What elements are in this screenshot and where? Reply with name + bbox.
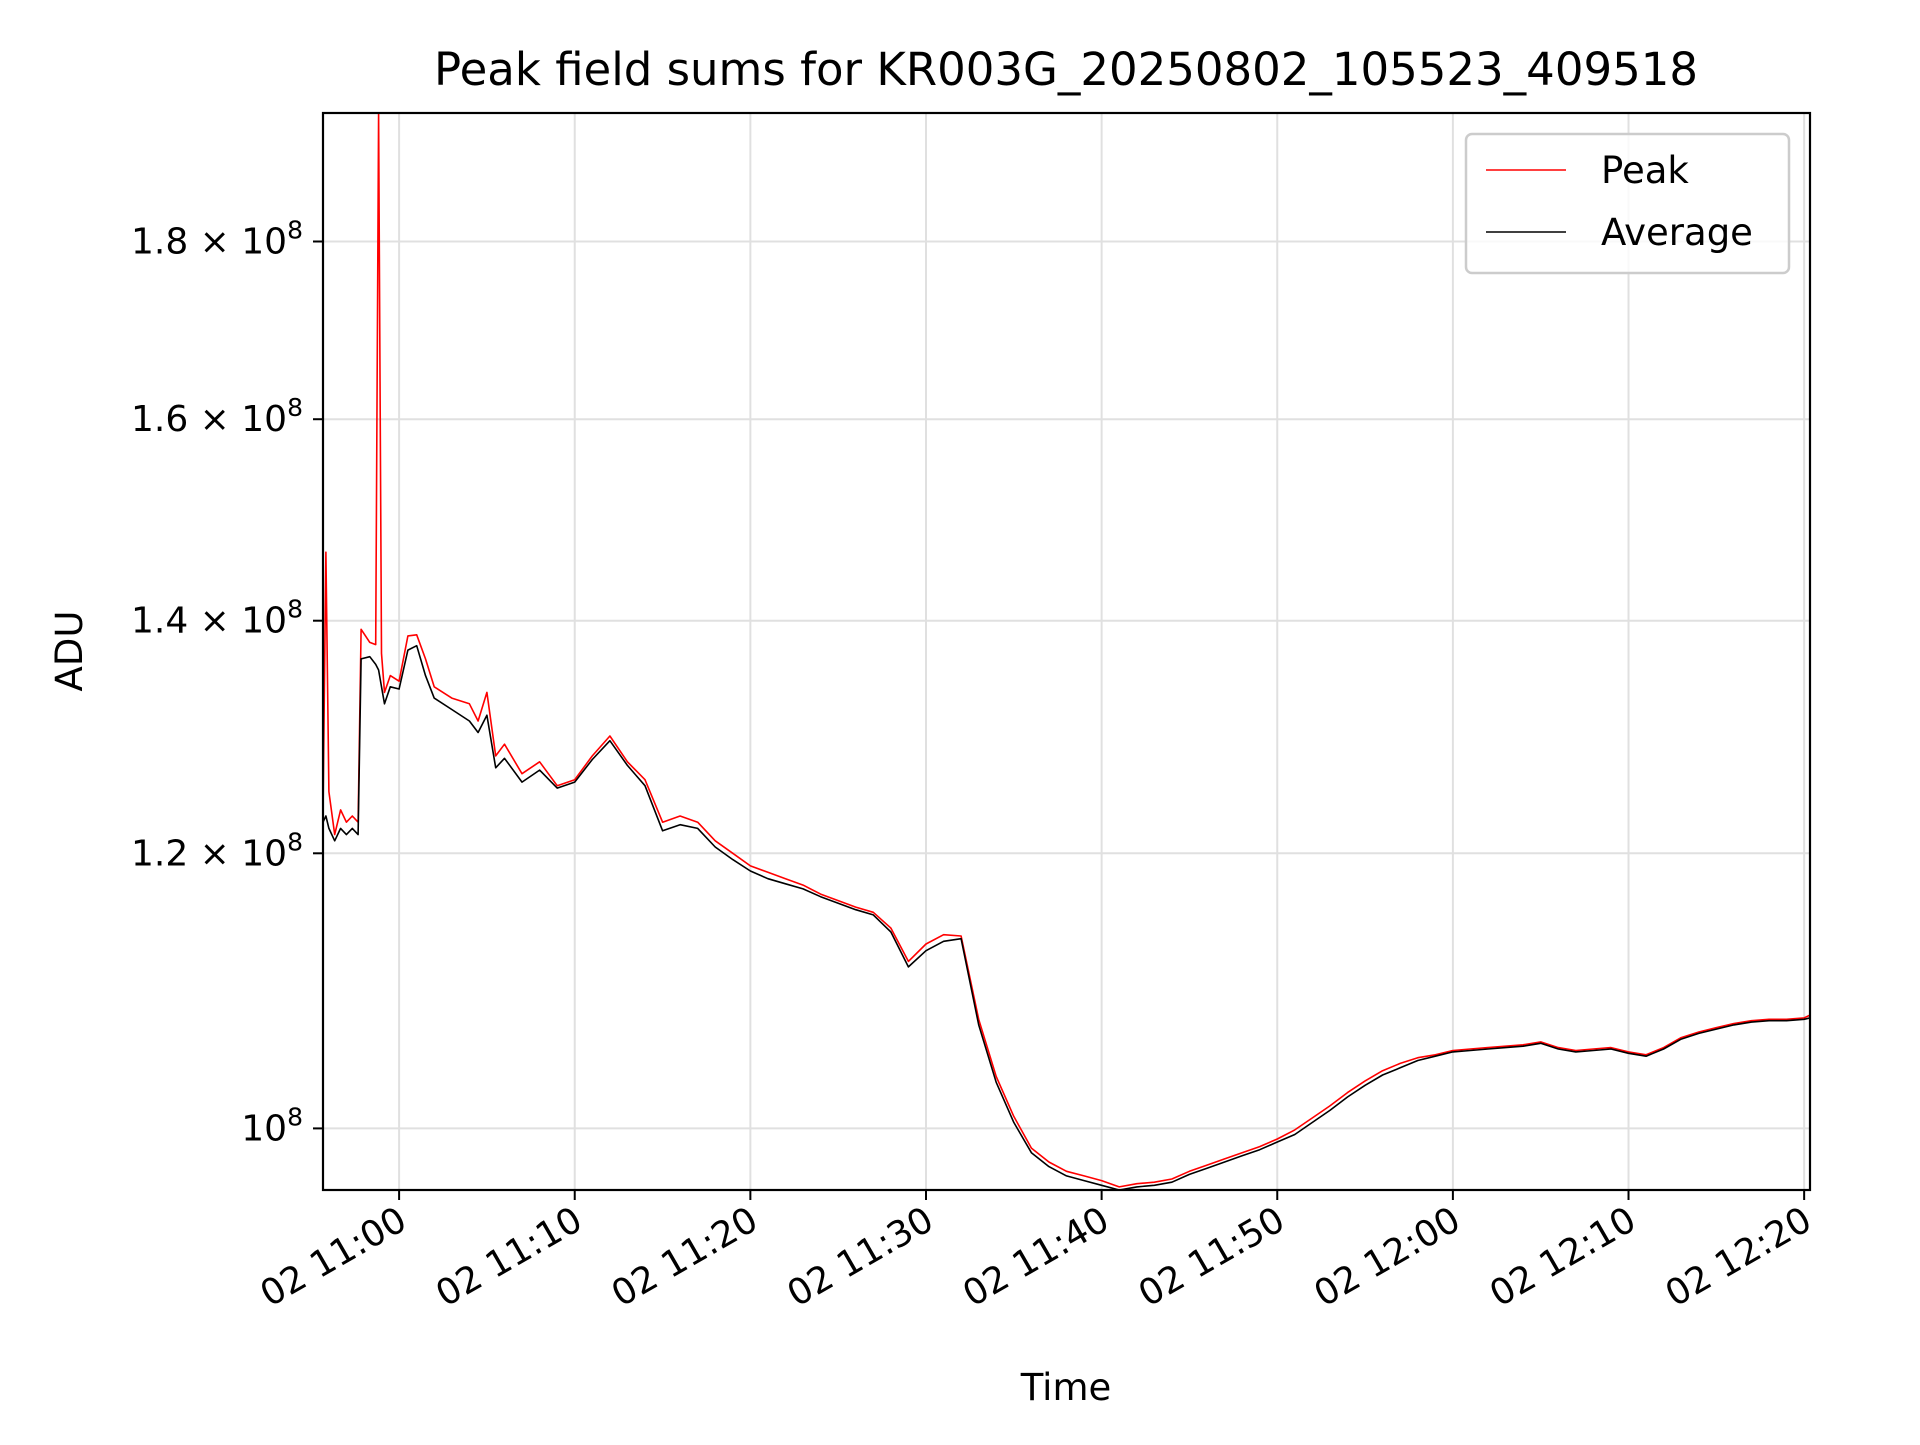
x-axis-ticks: 02 11:00 02 11:10 02 11:20 02 11:30 02 11:40… <box>254 1190 1819 1315</box>
x-tick-label: 02 11:10 <box>429 1199 589 1315</box>
series-line-average <box>323 644 1810 1190</box>
legend: Peak Average <box>1464 132 1791 275</box>
x-tick-label: 02 12:10 <box>1483 1199 1643 1315</box>
y-axis-ticks: 108 1.2 × 108 1.4 × 108 1.6 × 108 1.8 × 108 <box>131 215 323 1149</box>
y-tick-label: 1.4 × 108 <box>131 595 303 642</box>
x-tick-label: 02 11:40 <box>956 1199 1116 1315</box>
x-tick-label: 02 11:00 <box>254 1199 414 1315</box>
legend-box <box>1464 132 1791 275</box>
y-tick-label: 108 <box>241 1102 303 1149</box>
legend-label-average: Average <box>1601 211 1753 254</box>
x-tick-label: 02 12:20 <box>1659 1199 1819 1315</box>
y-tick-label: 1.6 × 108 <box>131 393 303 440</box>
y-tick-label: 1.8 × 108 <box>131 215 303 262</box>
x-tick-label: 02 11:30 <box>781 1199 941 1315</box>
x-tick-label: 02 11:50 <box>1132 1199 1292 1315</box>
series-line-peak <box>323 113 1810 1188</box>
grid <box>323 113 1810 1190</box>
x-tick-label: 02 11:20 <box>605 1199 765 1315</box>
x-tick-label: 02 12:00 <box>1307 1199 1467 1315</box>
series-lines <box>323 113 1810 1190</box>
chart-title: Peak field sums for KR003G_20250802_1055… <box>434 43 1698 96</box>
x-axis-label: Time <box>1020 1366 1112 1409</box>
plot-frame <box>321 111 1812 1192</box>
legend-label-peak: Peak <box>1601 149 1689 192</box>
y-tick-label: 1.2 × 108 <box>131 827 303 874</box>
y-axis-label: ADU <box>48 611 91 692</box>
